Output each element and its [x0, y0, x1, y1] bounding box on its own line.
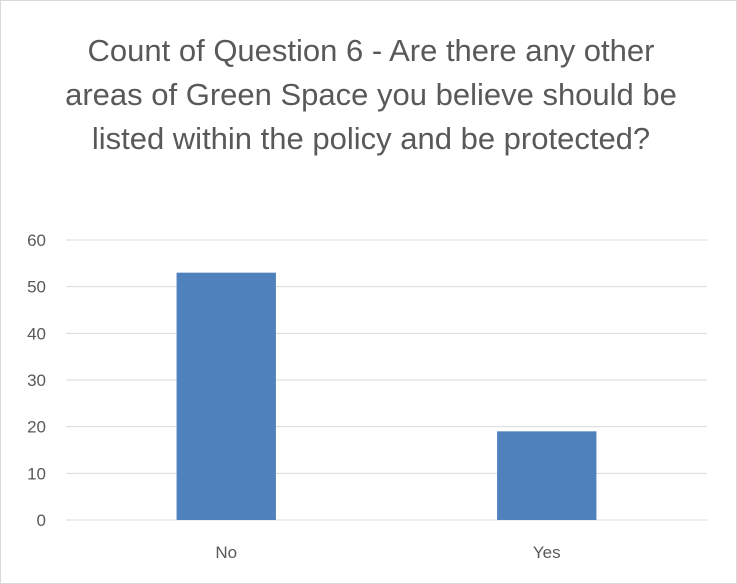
- bars: [176, 272, 597, 520]
- chart-title: Count of Question 6 - Are there any othe…: [65, 33, 677, 156]
- x-tick-label-yes: Yes: [533, 543, 561, 562]
- x-tick-label-no: No: [215, 543, 237, 562]
- y-tick-label: 50: [27, 278, 46, 297]
- x-axis-tick-labels: No Yes: [215, 543, 560, 562]
- y-axis-tick-labels: 0 10 20 30 40 50 60: [27, 231, 46, 530]
- y-tick-label: 10: [27, 464, 46, 483]
- gridlines: [66, 239, 707, 521]
- y-tick-label: 40: [27, 324, 46, 343]
- y-tick-label: 0: [37, 511, 46, 530]
- y-tick-label: 60: [27, 231, 46, 250]
- y-tick-label: 30: [27, 371, 46, 390]
- bar-no: [176, 272, 276, 520]
- bar-yes: [497, 431, 597, 520]
- y-tick-label: 20: [27, 418, 46, 437]
